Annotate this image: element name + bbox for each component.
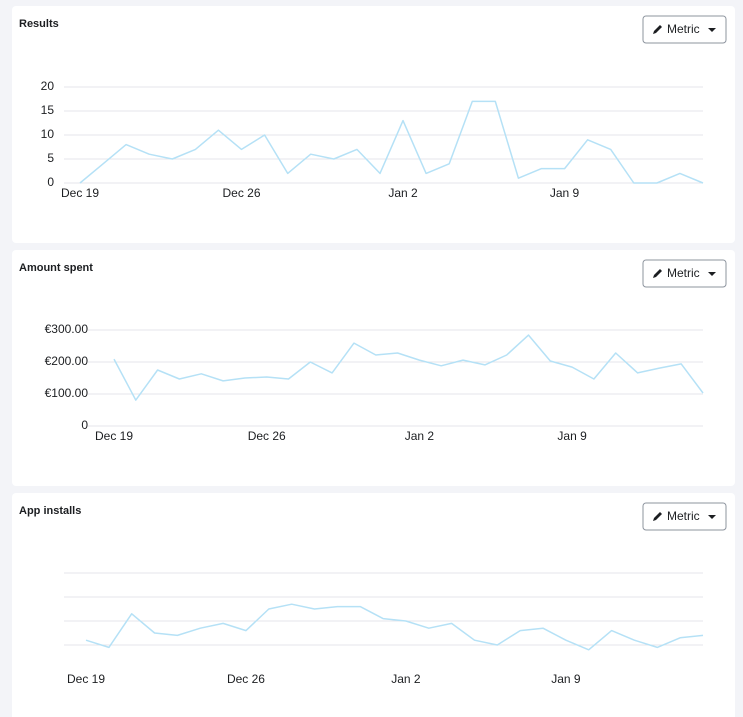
card [12, 250, 735, 486]
caret-icon [708, 515, 716, 519]
x-tick-label: Dec 19 [61, 186, 99, 200]
y-tick-label: 0 [47, 175, 54, 189]
pencil-icon [653, 25, 662, 34]
button-label[interactable]: Metric [667, 509, 700, 523]
data-line [113, 334, 704, 401]
button-label[interactable]: Metric [667, 266, 700, 280]
data-line [85, 603, 704, 651]
x-tick-label: Jan 2 [405, 429, 435, 443]
chart-title: Amount spent [19, 262, 93, 274]
metric-button[interactable] [642, 15, 727, 44]
x-tick-label: Dec 26 [223, 186, 261, 200]
x-tick-label: Jan 9 [551, 672, 581, 686]
pencil-icon [653, 512, 662, 521]
y-tick-label: €100.00 [45, 386, 89, 400]
y-tick-label: 15 [41, 103, 55, 117]
y-tick-label: €300.00 [45, 322, 89, 336]
x-tick-label: Dec 19 [95, 429, 133, 443]
y-tick-label: 5 [47, 151, 54, 165]
card [12, 493, 735, 717]
y-tick-label: 20 [41, 79, 55, 93]
caret-icon [708, 272, 716, 276]
chart-title: Results [19, 18, 59, 30]
metric-button[interactable] [642, 259, 727, 288]
metric-button[interactable] [642, 502, 727, 531]
y-tick-label: 0 [81, 418, 88, 432]
card [12, 6, 735, 243]
y-tick-label: €200.00 [45, 354, 89, 368]
x-tick-label: Dec 26 [227, 672, 265, 686]
x-tick-label: Jan 2 [388, 186, 418, 200]
button-label[interactable]: Metric [667, 22, 700, 36]
y-tick-label: 10 [41, 127, 55, 141]
x-tick-label: Dec 26 [248, 429, 286, 443]
data-line [79, 100, 704, 184]
x-tick-label: Jan 2 [391, 672, 421, 686]
caret-icon [708, 28, 716, 32]
x-tick-label: Dec 19 [67, 672, 105, 686]
x-tick-label: Jan 9 [550, 186, 580, 200]
pencil-icon [653, 269, 662, 278]
x-tick-label: Jan 9 [557, 429, 587, 443]
chart-title: App installs [19, 505, 81, 517]
